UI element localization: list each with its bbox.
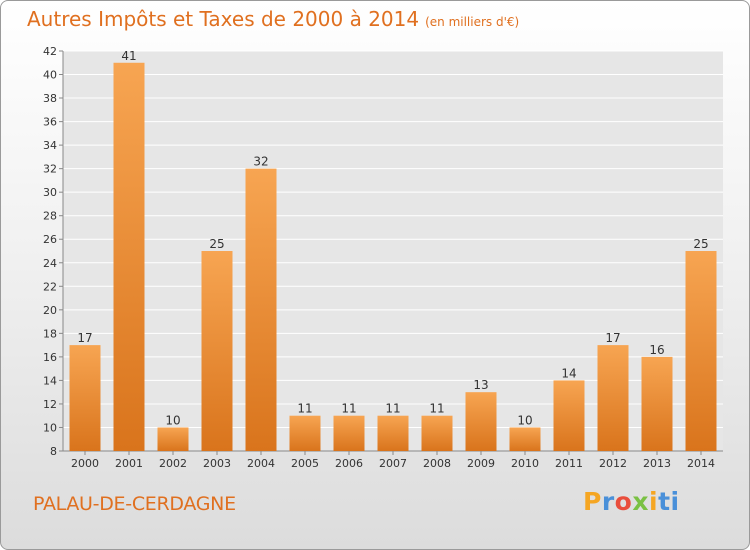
chart-title-text: Autres Impôts et Taxes de 2000 à 2014 xyxy=(27,7,420,31)
y-tick-label: 36 xyxy=(43,116,57,129)
x-tick-label: 2001 xyxy=(115,457,143,470)
bar xyxy=(465,392,497,451)
y-tick-label: 8 xyxy=(50,445,57,458)
x-tick-label: 2005 xyxy=(291,457,319,470)
y-tick-label: 10 xyxy=(43,421,57,434)
bar xyxy=(641,356,673,451)
bar xyxy=(553,380,585,451)
data-label: 25 xyxy=(693,237,708,251)
bar xyxy=(685,251,717,451)
bar xyxy=(509,427,541,451)
x-tick-label: 2003 xyxy=(203,457,231,470)
y-tick-label: 30 xyxy=(43,186,57,199)
data-label: 10 xyxy=(517,413,532,427)
x-tick-label: 2009 xyxy=(467,457,495,470)
y-tick-label: 12 xyxy=(43,398,57,411)
x-tick-label: 2007 xyxy=(379,457,407,470)
x-tick-label: 2013 xyxy=(643,457,671,470)
logo-letter: ti xyxy=(658,487,680,516)
bar xyxy=(113,62,145,451)
data-label: 17 xyxy=(605,331,620,345)
x-tick-label: 2004 xyxy=(247,457,275,470)
data-label: 41 xyxy=(121,49,136,63)
y-tick-label: 40 xyxy=(43,69,57,82)
bar xyxy=(289,415,321,451)
chart-title: Autres Impôts et Taxes de 2000 à 2014 (en… xyxy=(27,7,519,31)
x-tick-label: 2002 xyxy=(159,457,187,470)
x-tick-label: 2000 xyxy=(71,457,99,470)
bar xyxy=(201,251,233,451)
logo-letter: o xyxy=(614,487,633,516)
y-tick-label: 20 xyxy=(43,304,57,317)
x-tick-label: 2010 xyxy=(511,457,539,470)
bar xyxy=(597,345,629,451)
data-label: 11 xyxy=(341,402,356,416)
data-label: 13 xyxy=(473,378,488,392)
data-label: 16 xyxy=(649,343,664,357)
y-tick-label: 28 xyxy=(43,210,57,223)
y-tick-label: 24 xyxy=(43,257,57,270)
y-tick-label: 18 xyxy=(43,327,57,340)
bar xyxy=(333,415,365,451)
bar xyxy=(157,427,189,451)
y-tick-label: 38 xyxy=(43,92,57,105)
logo-letter: r xyxy=(601,487,615,516)
y-tick-label: 34 xyxy=(43,139,57,152)
data-label: 11 xyxy=(297,402,312,416)
y-tick-label: 16 xyxy=(43,351,57,364)
y-tick-label: 22 xyxy=(43,280,57,293)
y-tick-label: 14 xyxy=(43,374,57,387)
bar xyxy=(421,415,453,451)
x-tick-label: 2012 xyxy=(599,457,627,470)
y-tick-label: 26 xyxy=(43,233,57,246)
x-tick-label: 2011 xyxy=(555,457,583,470)
data-label: 14 xyxy=(561,366,576,380)
data-label: 17 xyxy=(77,331,92,345)
commune-name: PALAU-DE-CERDAGNE xyxy=(33,493,236,515)
y-tick-label: 42 xyxy=(43,45,57,58)
x-tick-label: 2006 xyxy=(335,457,363,470)
x-tick-label: 2014 xyxy=(687,457,715,470)
data-label: 11 xyxy=(429,402,444,416)
bar xyxy=(245,168,277,451)
data-label: 11 xyxy=(385,402,400,416)
logo-letter: i xyxy=(649,487,659,516)
y-tick-label: 32 xyxy=(43,163,57,176)
bar xyxy=(377,415,409,451)
data-label: 25 xyxy=(209,237,224,251)
data-label: 32 xyxy=(253,155,268,169)
bar xyxy=(69,345,101,451)
chart-unit: (en milliers d'€) xyxy=(425,15,520,29)
logo-letter: P xyxy=(583,487,602,516)
data-label: 10 xyxy=(165,413,180,427)
logo-letter: x xyxy=(632,487,649,516)
x-tick-label: 2008 xyxy=(423,457,451,470)
proxiti-logo: Proxiti xyxy=(583,487,680,516)
